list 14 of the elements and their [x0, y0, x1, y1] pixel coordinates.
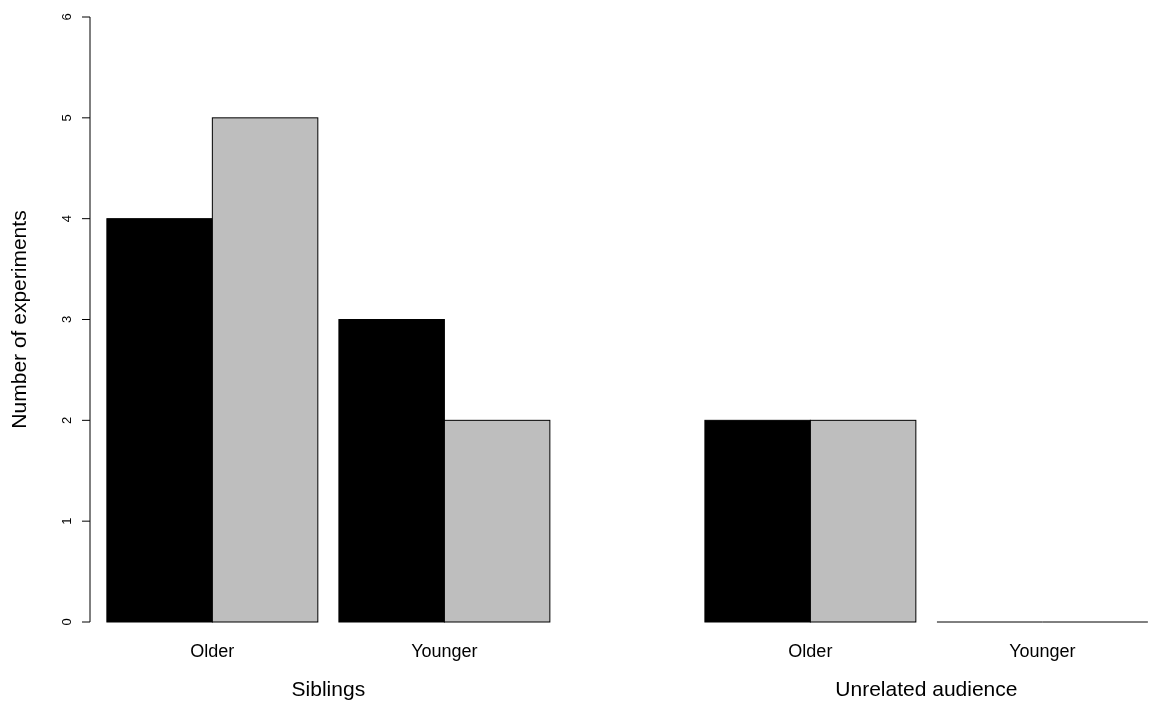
- x-tick-label: Younger: [1009, 641, 1076, 661]
- y-tick-label: 3: [59, 315, 75, 324]
- y-tick-label: 0: [59, 618, 75, 626]
- text: Unrelated audience: [835, 677, 1018, 700]
- x-tick-label: Older: [190, 641, 235, 661]
- y-tick-label: 1: [59, 517, 75, 525]
- y-tick-label: 4: [59, 215, 75, 223]
- x-tick-label: Younger: [411, 641, 478, 661]
- y-tick-label: 6: [59, 13, 75, 21]
- text: Siblings: [291, 677, 366, 700]
- y-tick-label: 2: [59, 416, 75, 424]
- y-tick-label: 5: [59, 114, 75, 122]
- x-tick-label: Older: [788, 641, 833, 661]
- y-axis-title: Number of experiments: [7, 210, 30, 429]
